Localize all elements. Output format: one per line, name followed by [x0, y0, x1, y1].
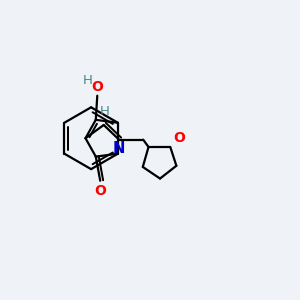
Text: N: N [113, 142, 125, 157]
Text: O: O [94, 184, 106, 198]
Text: O: O [91, 80, 103, 94]
Text: H: H [99, 106, 109, 118]
Text: O: O [173, 130, 185, 145]
Text: H: H [83, 74, 93, 87]
